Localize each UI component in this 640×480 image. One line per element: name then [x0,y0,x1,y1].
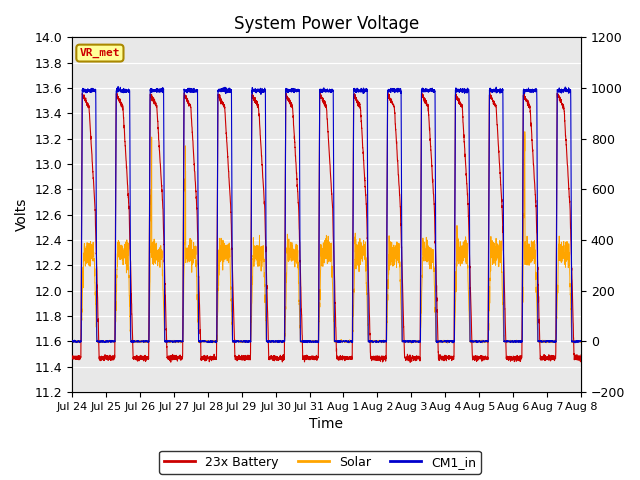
Legend: 23x Battery, Solar, CM1_in: 23x Battery, Solar, CM1_in [159,451,481,474]
Title: System Power Voltage: System Power Voltage [234,15,419,33]
Y-axis label: Volts: Volts [15,198,29,231]
Text: VR_met: VR_met [79,48,120,58]
X-axis label: Time: Time [310,418,344,432]
